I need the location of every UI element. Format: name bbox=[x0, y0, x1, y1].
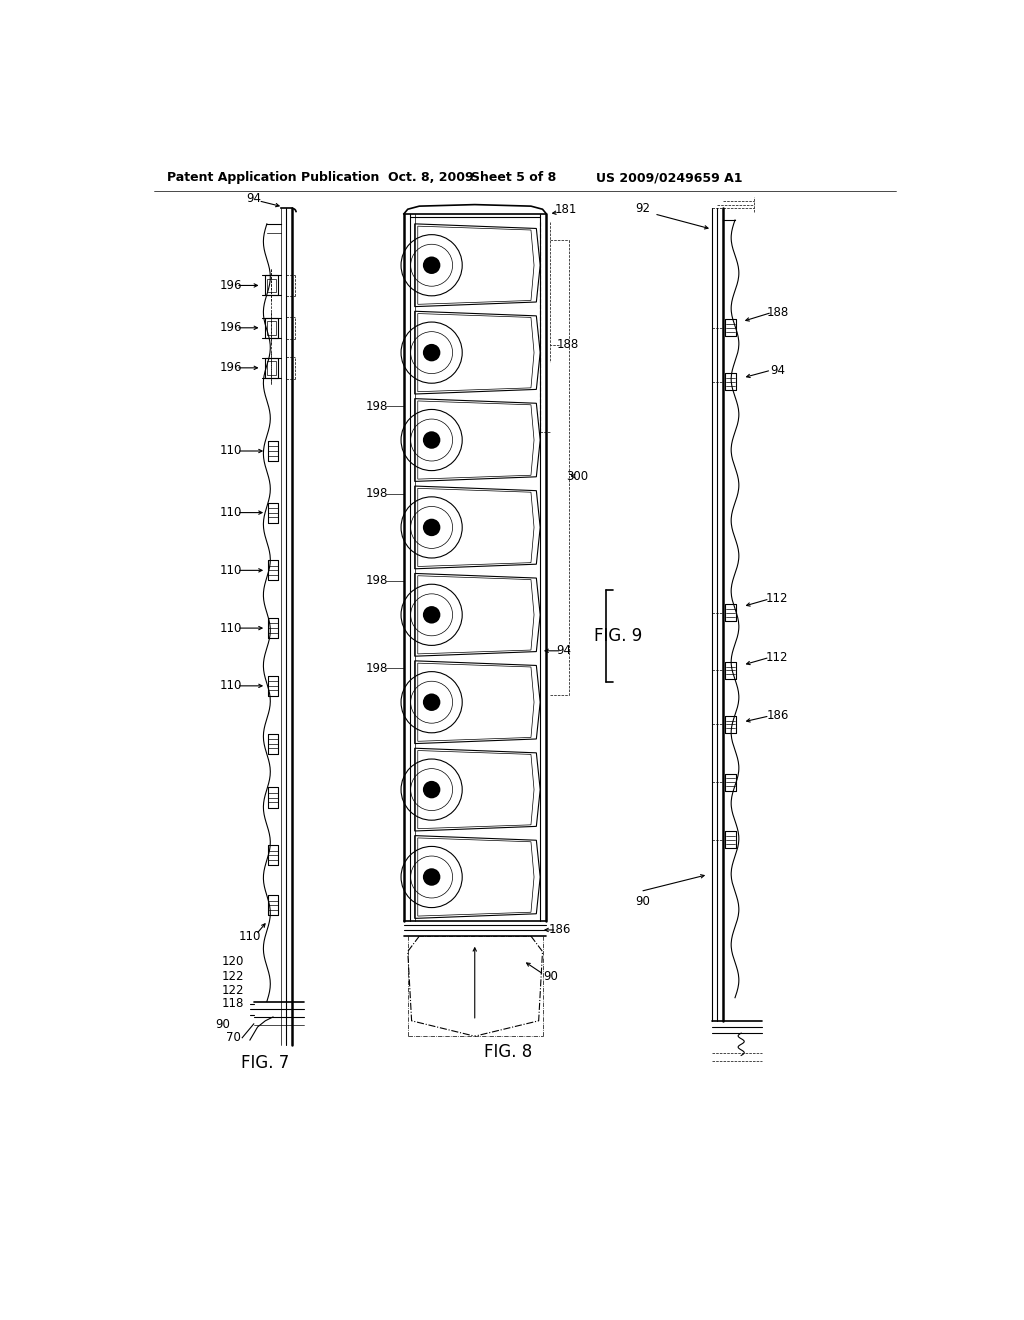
Text: 110: 110 bbox=[219, 680, 242, 693]
Text: 188: 188 bbox=[766, 306, 788, 319]
Text: 112: 112 bbox=[766, 651, 788, 664]
Text: 118: 118 bbox=[222, 998, 244, 1010]
Bar bbox=[267, 321, 276, 335]
Bar bbox=[267, 734, 279, 754]
Bar bbox=[267, 503, 279, 523]
Text: FIG. 9: FIG. 9 bbox=[594, 627, 642, 644]
Text: 196: 196 bbox=[219, 321, 242, 334]
Text: 198: 198 bbox=[366, 574, 388, 587]
Bar bbox=[725, 832, 736, 849]
Text: 94: 94 bbox=[770, 363, 784, 376]
Text: US 2009/0249659 A1: US 2009/0249659 A1 bbox=[596, 172, 742, 185]
Circle shape bbox=[423, 519, 440, 536]
Text: 110: 110 bbox=[219, 564, 242, 577]
Circle shape bbox=[423, 345, 440, 362]
Text: 90: 90 bbox=[543, 970, 558, 982]
Text: 112: 112 bbox=[766, 593, 788, 606]
Bar bbox=[725, 319, 736, 337]
Bar bbox=[725, 663, 736, 678]
Bar bbox=[267, 676, 279, 696]
Text: 122: 122 bbox=[222, 985, 244, 998]
Text: 120: 120 bbox=[222, 954, 244, 968]
Bar bbox=[267, 561, 279, 581]
Circle shape bbox=[423, 256, 440, 275]
Text: 110: 110 bbox=[219, 506, 242, 519]
Text: 110: 110 bbox=[239, 929, 261, 942]
Text: 181: 181 bbox=[554, 203, 577, 216]
Text: 94: 94 bbox=[246, 191, 261, 205]
Text: 198: 198 bbox=[366, 487, 388, 500]
Bar bbox=[267, 360, 276, 375]
Text: 198: 198 bbox=[366, 661, 388, 675]
Bar bbox=[267, 895, 279, 915]
Text: 198: 198 bbox=[366, 400, 388, 413]
Bar bbox=[725, 774, 736, 791]
Bar bbox=[265, 358, 278, 378]
Bar bbox=[267, 279, 276, 293]
Bar bbox=[267, 788, 279, 808]
Text: Oct. 8, 2009: Oct. 8, 2009 bbox=[388, 172, 474, 185]
Bar bbox=[265, 276, 278, 296]
Bar bbox=[725, 715, 736, 733]
Circle shape bbox=[423, 606, 440, 623]
Text: 110: 110 bbox=[219, 622, 242, 635]
Text: 188: 188 bbox=[557, 338, 579, 351]
Text: 300: 300 bbox=[566, 470, 588, 483]
Text: 92: 92 bbox=[635, 202, 650, 215]
Circle shape bbox=[423, 781, 440, 799]
Text: FIG. 8: FIG. 8 bbox=[483, 1043, 532, 1060]
Text: 90: 90 bbox=[635, 895, 650, 908]
Text: Patent Application Publication: Patent Application Publication bbox=[167, 172, 379, 185]
Text: 196: 196 bbox=[219, 362, 242, 375]
Circle shape bbox=[423, 432, 440, 449]
Text: 196: 196 bbox=[219, 279, 242, 292]
Circle shape bbox=[423, 869, 440, 886]
Text: 94: 94 bbox=[557, 644, 571, 657]
Text: 122: 122 bbox=[222, 970, 244, 982]
Text: FIG. 7: FIG. 7 bbox=[242, 1055, 290, 1072]
Bar bbox=[725, 374, 736, 391]
Text: 70: 70 bbox=[225, 1031, 241, 1044]
Text: 110: 110 bbox=[219, 445, 242, 458]
Text: Sheet 5 of 8: Sheet 5 of 8 bbox=[471, 172, 556, 185]
Text: 186: 186 bbox=[766, 709, 788, 722]
Bar bbox=[267, 845, 279, 866]
Bar bbox=[267, 618, 279, 638]
Text: 186: 186 bbox=[549, 924, 571, 936]
Circle shape bbox=[423, 693, 440, 711]
Bar bbox=[267, 441, 279, 461]
Text: 90: 90 bbox=[215, 1018, 230, 1031]
Bar bbox=[725, 605, 736, 622]
Bar bbox=[265, 318, 278, 338]
